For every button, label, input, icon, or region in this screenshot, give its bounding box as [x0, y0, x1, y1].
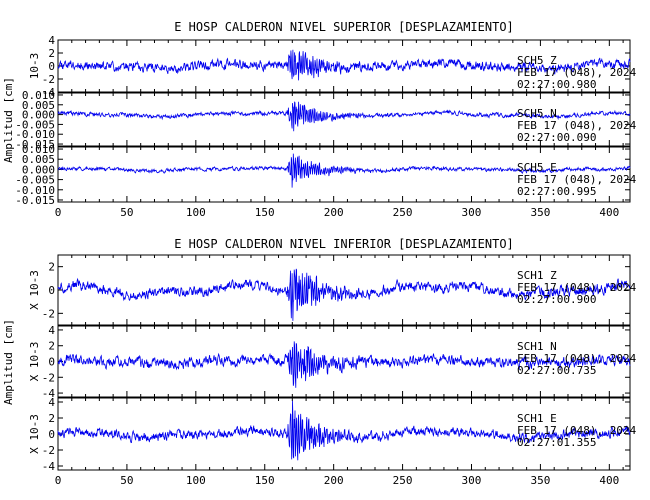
y-tick-label: 2 [48, 412, 55, 425]
x-tick-label: 250 [393, 474, 413, 487]
x-tick-label: 0 [55, 474, 62, 487]
y-axis-label: Amplitud [cm] [2, 319, 15, 405]
x-tick-label: 100 [186, 474, 206, 487]
y-tick-label: 2 [48, 340, 55, 353]
y-scale-label: X 10-3 [28, 414, 41, 454]
date-label: FEB 17 (048), 2024 [517, 173, 637, 186]
waveform-line [57, 400, 631, 461]
y-tick-label: -0.015 [15, 138, 55, 151]
y-tick-label: 0.010 [22, 89, 55, 102]
x-tick-label: 100 [186, 206, 206, 219]
y-tick-label: 2 [48, 47, 55, 60]
y-tick-label: -0.005 [15, 118, 55, 131]
x-tick-label: 350 [530, 474, 550, 487]
y-tick-label: -2 [42, 307, 55, 320]
y-tick-label: 4 [48, 396, 55, 409]
time-label: 02:27:00.090 [517, 131, 596, 144]
y-tick-label: 0 [48, 284, 55, 297]
x-tick-label: 400 [599, 474, 619, 487]
station-component-label: SCH5 N [517, 107, 557, 120]
y-tick-label: 0.005 [22, 153, 55, 166]
time-label: 02:27:00.735 [517, 364, 596, 377]
x-tick-label: 400 [599, 206, 619, 219]
y-scale-label: 10-3 [28, 53, 41, 80]
date-label: FEB 17 (048), 2024 [517, 66, 637, 79]
y-tick-label: -4 [42, 86, 56, 99]
chart-title: E HOSP CALDERON NIVEL INFERIOR [DESPLAZA… [174, 237, 514, 251]
time-label: 02:27:00.980 [517, 78, 596, 91]
y-tick-label: -4 [42, 387, 56, 400]
trace-frame [57, 146, 631, 203]
y-tick-label: 4 [48, 324, 55, 337]
time-label: 02:27:00.995 [517, 185, 596, 198]
x-tick-label: 350 [530, 206, 550, 219]
station-component-label: SCH5 Z [517, 54, 557, 67]
y-tick-label: 0.000 [22, 163, 55, 176]
chart-title: E HOSP CALDERON NIVEL SUPERIOR [DESPLAZA… [174, 20, 514, 34]
y-tick-label: -2 [42, 444, 55, 457]
y-scale-label: X 10-3 [28, 270, 41, 310]
waveform-line [57, 101, 631, 132]
y-tick-label: -0.010 [15, 184, 55, 197]
date-label: FEB 17 (048), 2024 [517, 119, 637, 132]
station-component-label: SCH5 E [517, 161, 557, 174]
y-tick-label: 4 [48, 34, 55, 47]
x-tick-label: 200 [324, 474, 344, 487]
y-tick-label: 0 [48, 60, 55, 73]
time-label: 02:27:01.355 [517, 436, 596, 449]
x-tick-label: 150 [255, 474, 275, 487]
station-component-label: SCH1 E [517, 412, 557, 425]
trace-frame [57, 92, 631, 147]
y-tick-label: -2 [42, 73, 55, 86]
y-tick-label: 0 [48, 356, 55, 369]
y-tick-label: 0.010 [22, 143, 55, 156]
y-tick-label: -4 [42, 460, 56, 473]
time-label: 02:27:00.900 [517, 293, 596, 306]
y-tick-label: 0 [48, 428, 55, 441]
x-tick-label: 300 [462, 474, 482, 487]
chart-panel-group-2: E HOSP CALDERON NIVEL INFERIOR [DESPLAZA… [2, 237, 637, 487]
chart-panel-group-1: E HOSP CALDERON NIVEL SUPERIOR [DESPLAZA… [2, 20, 637, 219]
waveform-line [57, 49, 631, 81]
date-label: FEB 17 (048), 2024 [517, 281, 637, 294]
date-label: FEB 17 (048), 2024 [517, 352, 637, 365]
station-component-label: SCH1 Z [517, 269, 557, 282]
y-tick-label: -0.005 [15, 174, 55, 187]
x-tick-label: 0 [55, 206, 62, 219]
y-tick-label: -0.010 [15, 128, 55, 141]
date-label: FEB 17 (048), 2024 [517, 424, 637, 437]
x-tick-label: 200 [324, 206, 344, 219]
waveform-line [58, 153, 631, 188]
y-axis-label: Amplitud [cm] [2, 77, 15, 163]
x-tick-label: 250 [393, 206, 413, 219]
y-scale-label: X 10-3 [28, 342, 41, 382]
station-component-label: SCH1 N [517, 340, 557, 353]
x-tick-label: 50 [120, 474, 133, 487]
x-tick-label: 300 [462, 206, 482, 219]
y-tick-label: 2 [48, 261, 55, 274]
y-tick-label: -0.015 [15, 194, 55, 207]
y-tick-label: 0.005 [22, 99, 55, 112]
y-tick-label: 0.000 [22, 109, 55, 122]
waveform-line [57, 341, 631, 388]
waveform-line [57, 268, 631, 321]
x-tick-label: 50 [120, 206, 133, 219]
y-tick-label: -2 [42, 371, 55, 384]
x-tick-label: 150 [255, 206, 275, 219]
